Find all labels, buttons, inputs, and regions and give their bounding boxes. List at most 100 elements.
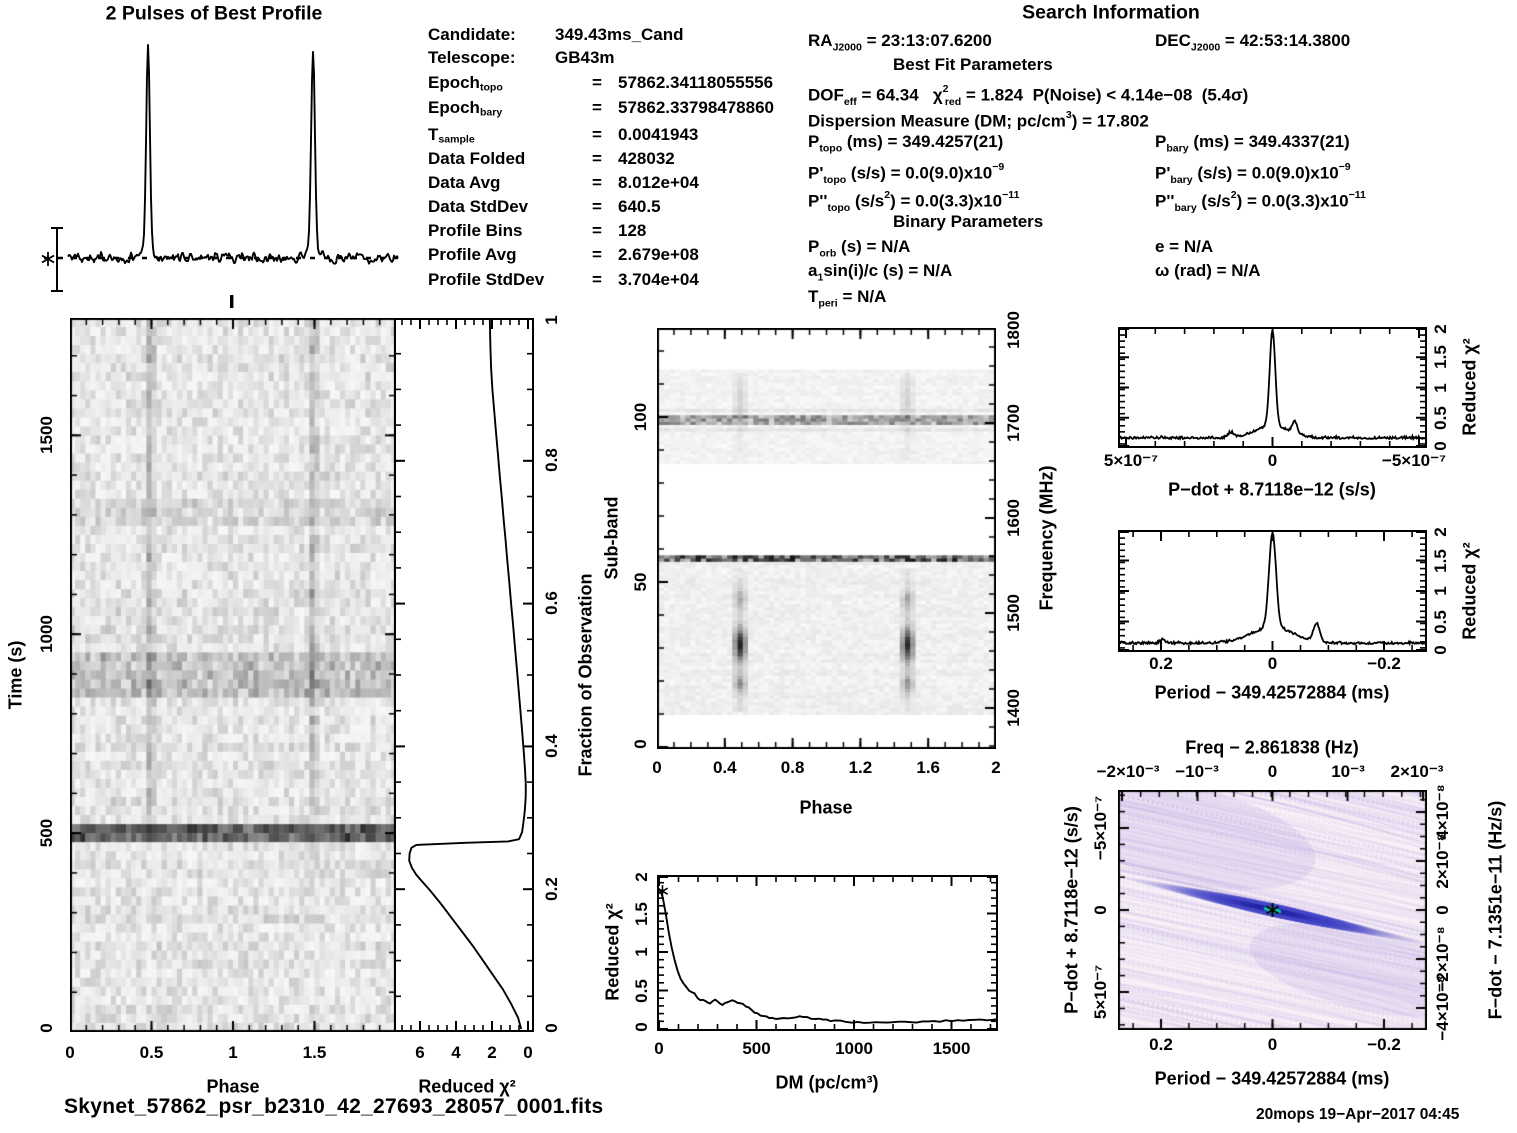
- tick-label: −0.2: [1367, 654, 1401, 673]
- info-value: GB43m: [555, 48, 615, 67]
- tick-label: 0.5: [1431, 405, 1450, 430]
- pdbary-line: P'bary (s/s) = 0.0(9.0)x10−9: [1155, 161, 1351, 186]
- info-label: Data StdDev: [428, 197, 529, 216]
- tick-label: 0: [523, 1043, 533, 1062]
- dec-line: DECJ2000 = 42:53:14.3800: [1155, 31, 1351, 54]
- tick-label: 1000: [835, 1039, 873, 1058]
- info-label: Epochbary: [428, 98, 503, 119]
- tick-label: 2: [632, 872, 651, 882]
- tick-label: 0.4: [712, 758, 737, 777]
- pddtopo-line: P''topo (s/s2) = 0.0(3.3)x10−11: [808, 189, 1020, 214]
- equals-sign: =: [592, 245, 602, 264]
- tick-label: 0: [1431, 645, 1450, 655]
- tick-label: 0: [1267, 1035, 1278, 1054]
- timestamp: 20mops 19−Apr−2017 04:45: [1256, 1106, 1460, 1123]
- tick-label: 500: [742, 1039, 771, 1058]
- tick-label: 2: [487, 1043, 497, 1062]
- period-axis-label: Period − 349.42572884 (ms): [1154, 682, 1390, 703]
- subband-axis-label: Sub-band: [601, 496, 622, 580]
- asini-line: a1sin(i)/c (s) = N/A: [808, 261, 953, 284]
- tick-label: 1400: [1004, 689, 1023, 727]
- tick-label: 0: [654, 1039, 664, 1058]
- tick-label: 1.6: [916, 758, 941, 777]
- tick-label: 1.2: [848, 758, 873, 777]
- map-title: Freq − 2.861838 (Hz): [1185, 737, 1359, 758]
- equals-sign: =: [592, 73, 602, 92]
- chi2-vs-time-chart: [394, 318, 534, 1032]
- tick-label: 0.6: [542, 591, 561, 615]
- candidate-info-row: Data Avg = 8.012e+04: [428, 173, 699, 193]
- info-label: Profile Avg: [428, 245, 517, 264]
- tick-label: 1: [542, 315, 561, 325]
- reduced-chi2-axis-label-period: Reduced χ²: [1459, 542, 1480, 640]
- profile-title: 2 Pulses of Best Profile: [105, 2, 323, 25]
- equals-sign: =: [592, 197, 602, 216]
- tick-label: 50: [631, 572, 650, 592]
- tick-label: 0.2: [1149, 1035, 1173, 1054]
- tick-label: −2×10⁻³: [1096, 762, 1160, 781]
- info-label: Profile Bins: [428, 221, 523, 240]
- tick-label: 5×10⁻⁷: [1103, 451, 1159, 470]
- omega-line: ω (rad) = N/A: [1155, 261, 1261, 280]
- candidate-info-row: Epochtopo = 57862.34118055556: [428, 73, 773, 94]
- tick-label: −0.2: [1367, 1035, 1401, 1054]
- info-value: 3.704e+04: [618, 270, 699, 289]
- tick-label: 2: [1431, 324, 1450, 334]
- pddbary-line: P''bary (s/s2) = 0.0(3.3)x10−11: [1155, 189, 1366, 214]
- frequency-axis-label: Frequency (MHz): [1036, 465, 1057, 611]
- tick-label: 0: [542, 1023, 561, 1033]
- tick-label: 1: [1431, 382, 1450, 393]
- tick-label: 2×10⁻³: [1390, 762, 1444, 781]
- tick-label: 1.5: [632, 901, 651, 926]
- porb-line: Porb (s) = N/A: [808, 237, 911, 260]
- fraction-axis-label: Fraction of Observation: [575, 573, 596, 777]
- tick-label: 0: [1267, 451, 1278, 470]
- info-label: Data Avg: [428, 173, 501, 192]
- tick-label: 1: [228, 1043, 238, 1062]
- tick-label: 0: [1091, 905, 1110, 915]
- tick-label: 1600: [1004, 499, 1023, 537]
- candidate-info-row: Epochbary = 57862.33798478860: [428, 98, 774, 119]
- info-value: 57862.34118055556: [618, 73, 774, 92]
- search-info-title: Search Information: [1022, 1, 1200, 24]
- tick-label: −10⁻³: [1175, 762, 1219, 781]
- info-value: 57862.33798478860: [618, 98, 774, 117]
- tick-label: 0: [1267, 762, 1278, 781]
- equals-sign: =: [592, 221, 602, 240]
- tick-label: 0: [1433, 905, 1452, 915]
- subband-phase-heatmap: [657, 328, 996, 749]
- candidate-info-row: Candidate: 349.43ms_Cand: [428, 25, 684, 45]
- map-period-axis-label: Period − 349.42572884 (ms): [1154, 1068, 1390, 1089]
- equals-sign: =: [592, 149, 602, 168]
- pdot-axis-label: P−dot + 8.7118e−12 (s/s): [1168, 479, 1376, 500]
- equals-sign: =: [592, 125, 602, 144]
- pulse-profile-chart: [41, 43, 399, 308]
- fdot-axis-label: F−dot − 7.1351e−11 (Hz/s): [1485, 800, 1506, 1020]
- info-label: Epochtopo: [428, 73, 503, 94]
- reduced-chi2-axis-label-pdot: Reduced χ²: [1459, 338, 1480, 436]
- candidate-info-row: Tsample = 0.0041943: [428, 125, 698, 146]
- tick-label: 0: [631, 739, 650, 749]
- period-pdot-map: [1118, 790, 1427, 1030]
- phase-axis-label-subband: Phase: [799, 797, 853, 818]
- map-pdot-axis-label: P−dot + 8.7118e−12 (s/s): [1061, 806, 1082, 1014]
- reduced-chi2-axis-label-main: Reduced χ²: [418, 1076, 516, 1097]
- info-value: 128: [618, 221, 647, 240]
- candidate-info-row: Data Folded = 428032: [428, 149, 675, 169]
- tick-label: 1500: [37, 416, 56, 454]
- info-value: 428032: [618, 149, 675, 168]
- tick-label: 1000: [37, 615, 56, 653]
- time-phase-heatmap: [70, 318, 396, 1032]
- tick-label: 6: [415, 1043, 425, 1062]
- tick-label: 0: [37, 1023, 56, 1033]
- tick-label: 500: [37, 818, 56, 848]
- tick-label: 1.5: [1431, 345, 1450, 370]
- tick-label: 0: [65, 1043, 75, 1062]
- phase-axis-label-main: Phase: [206, 1076, 260, 1097]
- tick-label: 1800: [1004, 311, 1023, 349]
- info-value: 640.5: [618, 197, 661, 216]
- tick-label: 2: [991, 758, 1001, 777]
- best-fit-heading: Best Fit Parameters: [893, 55, 1053, 74]
- tick-label: 2: [1431, 527, 1450, 537]
- tick-label: 0.5: [1431, 609, 1450, 634]
